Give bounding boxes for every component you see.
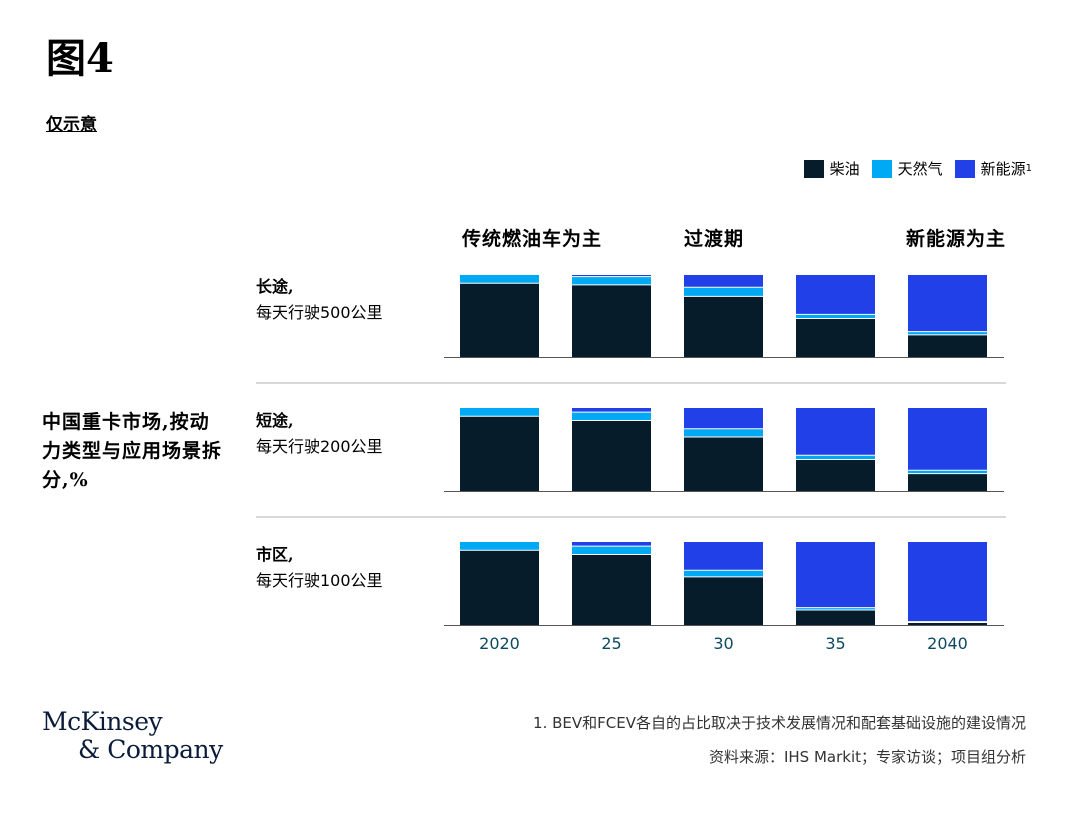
bar-segment-diesel xyxy=(684,296,763,357)
bar-segment-nev xyxy=(684,275,763,288)
bar-segment-gas xyxy=(796,314,875,319)
bar-segment-diesel xyxy=(684,576,763,625)
bar-segment-gas xyxy=(460,275,539,284)
phase-label-nev: 新能源为主 xyxy=(906,228,1007,250)
row-desc: 每天行驶100公里 xyxy=(256,571,383,590)
bar-segment-gas xyxy=(572,276,651,285)
bar-segment-nev xyxy=(684,542,763,571)
bar-segment-diesel xyxy=(796,318,875,357)
phase-label-transition: 过渡期 xyxy=(684,228,745,250)
bar-segment-nev xyxy=(908,542,987,622)
logo-line-1: McKinsey xyxy=(42,707,163,736)
bar-segment-diesel xyxy=(796,610,875,625)
bar-segment-diesel xyxy=(460,283,539,357)
x-tick-label: 25 xyxy=(601,634,621,653)
legend-footnote-marker: 1 xyxy=(1025,163,1032,174)
legend-swatch-diesel xyxy=(803,159,824,178)
x-tick-label: 2020 xyxy=(479,634,520,653)
legend-swatch-gas xyxy=(871,159,892,178)
bar-segment-nev xyxy=(908,408,987,471)
row-desc: 每天行驶500公里 xyxy=(256,303,383,322)
bar-segment-gas xyxy=(908,470,987,474)
bar-segment-nev xyxy=(796,542,875,608)
phase-label-traditional: 传统燃油车为主 xyxy=(462,228,603,250)
row-name: 市区, xyxy=(256,545,294,564)
legend-label-nev: 新能源 xyxy=(980,160,1026,178)
bar-segment-diesel xyxy=(572,284,651,357)
bar-segment-gas xyxy=(908,331,987,335)
figure-subtitle: 仅示意 xyxy=(46,115,97,135)
bar-segment-nev xyxy=(684,408,763,429)
bar-segment-nev xyxy=(572,408,651,413)
bar-segment-diesel xyxy=(796,459,875,491)
bar-segment-nev xyxy=(796,408,875,456)
figure-title: 图4 xyxy=(46,35,114,82)
chart-legend: 柴油 天然气 新能源 1 xyxy=(792,158,1032,179)
row-label-urban: 市区, 每天行驶100公里 xyxy=(256,542,383,594)
row-label-short-haul: 短途, 每天行驶200公里 xyxy=(256,408,383,460)
bar-segment-nev xyxy=(796,275,875,315)
bar-segment-diesel xyxy=(684,437,763,491)
bar-segment-diesel xyxy=(908,622,987,625)
legend-item-diesel: 柴油 xyxy=(803,158,860,179)
bar-segment-gas xyxy=(684,570,763,577)
bar-segment-gas xyxy=(572,412,651,421)
chart-side-title: 中国重卡市场,按动力类型与应用场景拆分,% xyxy=(42,411,223,491)
x-tick-label: 2040 xyxy=(927,634,968,653)
row-name: 长途, xyxy=(256,277,294,296)
bar-segment-diesel xyxy=(460,416,539,491)
bar-segment-gas xyxy=(796,607,875,611)
bar-segment-diesel xyxy=(572,554,651,625)
bar-segment-diesel xyxy=(908,334,987,357)
legend-swatch-nev xyxy=(954,159,975,178)
x-tick-label: 30 xyxy=(713,634,733,653)
bar-segment-diesel xyxy=(572,420,651,491)
bar-segment-gas xyxy=(460,542,539,551)
bar-segment-nev xyxy=(908,275,987,332)
logo-line-2: & Company xyxy=(78,735,223,764)
bar-segment-nev xyxy=(572,542,651,547)
legend-label-diesel: 柴油 xyxy=(829,160,860,178)
bar-segment-gas xyxy=(460,408,539,417)
row-label-long-haul: 长途, 每天行驶500公里 xyxy=(256,274,383,326)
footnote: 1. BEV和FCEV各自的占比取决于技术发展情况和配套基础设施的建设情况 xyxy=(533,714,1026,732)
mckinsey-logo: McKinsey & Company xyxy=(42,708,223,764)
bar-segment-diesel xyxy=(460,550,539,625)
x-tick-label: 35 xyxy=(825,634,845,653)
bar-segment-gas xyxy=(684,428,763,438)
bar-segment-gas xyxy=(796,455,875,460)
legend-item-nev: 新能源 1 xyxy=(954,158,1032,179)
legend-item-gas: 天然气 xyxy=(871,158,943,179)
legend-label-gas: 天然气 xyxy=(897,160,943,178)
bar-segment-gas xyxy=(572,546,651,555)
bar-segment-nev xyxy=(572,275,651,277)
bar-segment-diesel xyxy=(908,473,987,491)
row-desc: 每天行驶200公里 xyxy=(256,437,383,456)
row-name: 短途, xyxy=(256,411,294,430)
bar-segment-gas xyxy=(684,287,763,297)
source-note: 资料来源：IHS Markit；专家访谈；项目组分析 xyxy=(708,748,1026,766)
